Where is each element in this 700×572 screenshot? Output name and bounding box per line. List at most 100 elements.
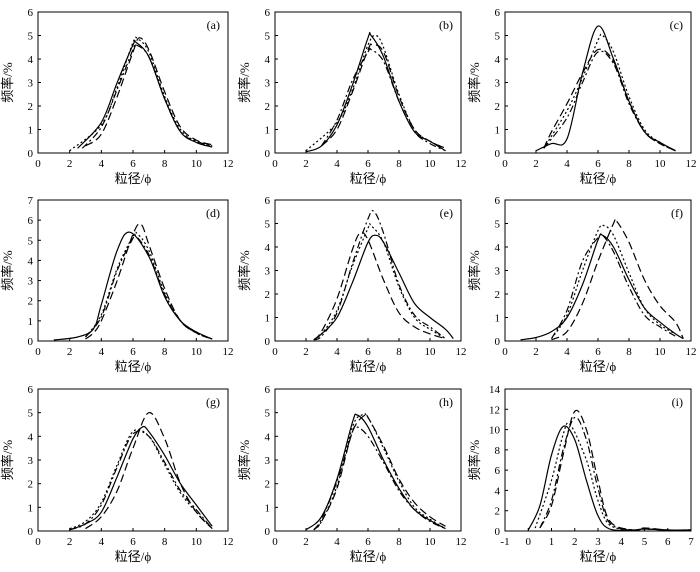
y-axis-label: 频率/%: [0, 440, 15, 481]
y-tick-label: 2: [495, 289, 501, 301]
y-tick-label: 0: [28, 336, 34, 348]
series-line-dashdot: [313, 424, 446, 531]
series-line-dash: [551, 218, 684, 341]
x-tick-label: 4: [564, 158, 570, 170]
panel-label: (h): [439, 395, 453, 409]
x-tick-label: 0: [272, 536, 278, 548]
y-axis-label: 频率/%: [0, 250, 15, 291]
y-tick-label: 4: [28, 255, 34, 267]
x-tick-label: 10: [191, 158, 203, 170]
x-tick-label: 8: [162, 346, 168, 358]
x-tick-label: 8: [396, 158, 402, 170]
y-tick-label: 3: [265, 78, 271, 90]
y-axis-label: 频率/%: [237, 250, 252, 291]
y-axis-label: 频率/%: [237, 62, 252, 103]
y-tick-label: 0: [495, 336, 501, 348]
x-tick-label: 10: [191, 346, 203, 358]
panel-label: (a): [207, 18, 220, 32]
series-line-dot: [543, 33, 676, 152]
x-tick-label: 8: [162, 536, 168, 548]
x-tick-label: 2: [533, 158, 539, 170]
y-tick-label: 2: [265, 289, 271, 301]
x-tick-label: 0: [272, 346, 278, 358]
x-axis-label: 粒径/ϕ: [580, 171, 617, 186]
series-line-solid: [77, 39, 213, 149]
y-axis-label: 频率/%: [467, 440, 482, 481]
y-tick-label: 2: [28, 479, 34, 491]
x-axis-label: 粒径/ϕ: [580, 359, 617, 374]
y-axis-label: 频率/%: [467, 62, 482, 103]
x-axis-label: 粒径/ϕ: [350, 549, 387, 564]
x-axis-label: 粒径/ϕ: [350, 359, 387, 374]
y-tick-label: 0: [265, 526, 271, 538]
y-tick-label: 4: [495, 54, 501, 66]
y-tick-label: 1: [28, 502, 34, 514]
y-tick-label: 1: [28, 316, 34, 328]
series-line-dot: [69, 36, 213, 152]
x-tick-label: 8: [396, 536, 402, 548]
series-line-dashdot: [85, 233, 213, 340]
x-axis-label: 粒径/ϕ: [580, 549, 617, 564]
y-tick-label: 5: [28, 408, 34, 420]
series-line-solid: [305, 31, 446, 153]
panel-label: (d): [206, 206, 220, 220]
x-tick-label: 10: [425, 158, 437, 170]
y-tick-label: 6: [265, 195, 271, 207]
y-tick-label: 14: [489, 384, 501, 396]
panel-label: (b): [439, 18, 453, 32]
y-tick-label: 2: [28, 296, 34, 308]
x-tick-label: 6: [365, 536, 371, 548]
series-line-dash: [85, 37, 213, 147]
x-tick-label: -1: [500, 536, 509, 548]
y-tick-label: 5: [265, 31, 271, 43]
y-tick-label: 12: [489, 404, 500, 416]
y-tick-label: 3: [265, 266, 271, 278]
x-tick-label: 8: [162, 158, 168, 170]
y-tick-label: 4: [265, 242, 271, 254]
y-tick-label: 6: [495, 7, 501, 19]
x-tick-label: 2: [572, 536, 578, 548]
x-tick-label: 3: [595, 536, 601, 548]
y-tick-label: 5: [495, 219, 501, 231]
series-line-dot: [534, 422, 692, 531]
x-tick-label: 10: [425, 346, 437, 358]
y-tick-label: 5: [495, 31, 501, 43]
y-axis-label: 频率/%: [237, 440, 252, 481]
series-line-dashdot: [81, 43, 213, 149]
x-tick-label: 12: [456, 536, 467, 548]
plot-frame: [504, 199, 692, 342]
x-tick-label: 0: [526, 536, 532, 548]
x-tick-label: 2: [67, 536, 73, 548]
plot-frame: [504, 388, 692, 532]
y-tick-label: 2: [495, 101, 501, 113]
panel-label: (i): [672, 395, 683, 409]
y-tick-label: 2: [28, 101, 34, 113]
series-line-dashdot: [539, 416, 692, 531]
x-tick-label: 4: [99, 346, 105, 358]
x-tick-label: 1: [549, 536, 555, 548]
y-axis-label: 频率/%: [0, 62, 15, 103]
x-tick-label: 12: [223, 536, 234, 548]
x-tick-label: 6: [665, 536, 671, 548]
y-tick-label: 5: [265, 408, 271, 420]
x-tick-label: 0: [272, 158, 278, 170]
plot-frame: [37, 11, 229, 154]
y-tick-label: 5: [28, 235, 34, 247]
x-tick-label: 10: [655, 346, 667, 358]
series-line-dashdot: [320, 47, 446, 152]
x-axis-label: 粒径/ϕ: [115, 171, 152, 186]
y-tick-label: 6: [495, 465, 501, 477]
plot-frame: [504, 11, 692, 154]
x-tick-label: 6: [365, 346, 371, 358]
series-line-dashdot: [550, 233, 676, 339]
series-line-solid: [69, 425, 213, 531]
y-tick-label: 6: [495, 195, 501, 207]
x-tick-label: 7: [688, 536, 694, 548]
x-tick-label: 2: [67, 158, 73, 170]
series-line-dash: [539, 409, 692, 531]
